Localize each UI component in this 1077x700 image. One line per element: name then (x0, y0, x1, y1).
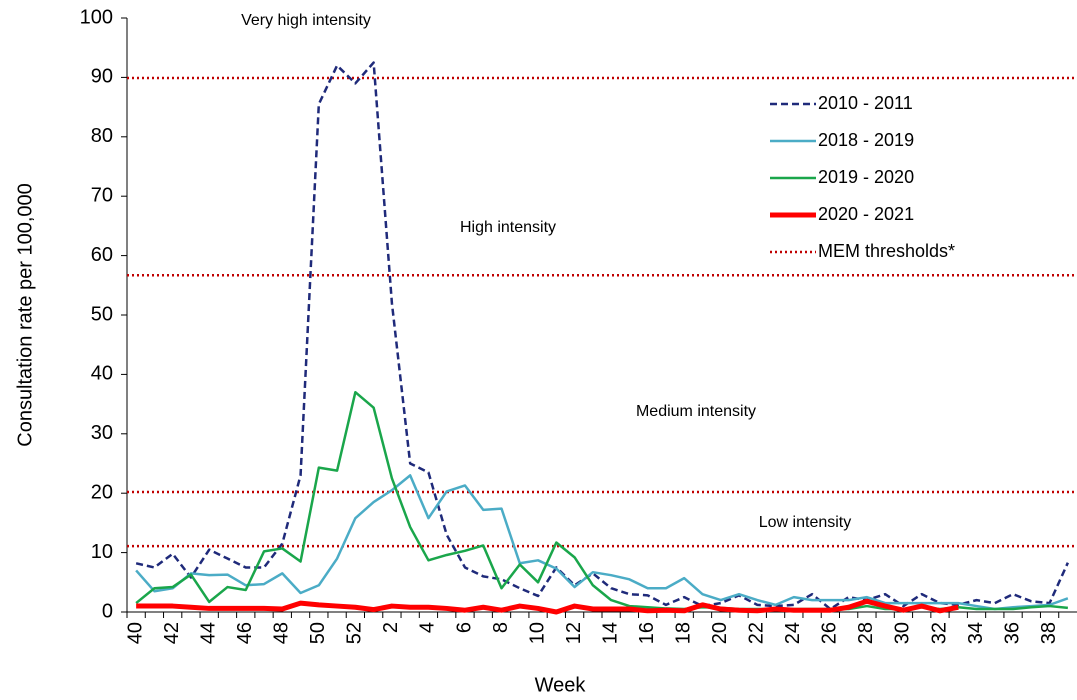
x-tick-label: 10 (526, 622, 548, 644)
y-tick-label: 20 (91, 481, 113, 503)
legend-label: MEM thresholds* (818, 241, 955, 261)
series-line (136, 598, 959, 615)
x-tick-label: 28 (855, 622, 877, 644)
x-tick-label: 26 (819, 622, 841, 644)
intensity-label: High intensity (460, 219, 556, 236)
y-tick-label: 80 (91, 125, 113, 147)
x-tick-label: 2 (380, 622, 402, 633)
intensity-label: Very high intensity (241, 12, 371, 29)
y-tick-label: 0 (102, 600, 113, 622)
legend-label: 2010 - 2011 (818, 93, 913, 113)
y-tick-label: 60 (91, 244, 113, 266)
x-tick-label: 42 (161, 622, 183, 644)
y-tick-label: 40 (91, 363, 113, 385)
x-tick-label: 20 (709, 622, 731, 644)
x-axis-title: Week (535, 674, 587, 696)
y-tick-label: 90 (91, 66, 113, 88)
legend-label: 2020 - 2021 (818, 204, 914, 224)
x-tick-label: 6 (453, 622, 475, 633)
y-tick-label: 50 (91, 303, 113, 325)
x-tick-label: 30 (892, 622, 914, 644)
y-tick-label: 100 (80, 6, 113, 28)
intensity-label: Low intensity (759, 514, 852, 531)
x-tick-label: 36 (1001, 622, 1023, 644)
y-axis-title: Consultation rate per 100,000 (14, 183, 36, 447)
x-tick-label: 44 (197, 622, 219, 644)
y-tick-label: 10 (91, 541, 113, 563)
legend-label: 2019 - 2020 (818, 167, 914, 187)
x-tick-label: 14 (599, 622, 621, 644)
x-tick-label: 48 (271, 622, 293, 644)
series-line (135, 61, 1070, 611)
x-tick-label: 16 (636, 622, 658, 644)
y-tick-label: 30 (91, 422, 113, 444)
x-tick-label: 24 (782, 622, 804, 644)
x-tick-label: 34 (965, 622, 987, 644)
x-tick-label: 52 (344, 622, 366, 644)
intensity-label: Medium intensity (636, 403, 756, 420)
x-tick-label: 4 (417, 622, 439, 633)
x-tick-label: 32 (928, 622, 950, 644)
x-tick-label: 38 (1038, 622, 1060, 644)
x-tick-label: 40 (124, 622, 146, 644)
x-tick-label: 22 (746, 622, 768, 644)
x-tick-label: 18 (672, 622, 694, 644)
x-tick-label: 8 (490, 622, 512, 633)
x-tick-label: 50 (307, 622, 329, 644)
x-tick-label: 46 (234, 622, 256, 644)
series-line (135, 474, 1069, 611)
legend-label: 2018 - 2019 (818, 130, 914, 150)
x-tick-label: 12 (563, 622, 585, 644)
y-tick-label: 70 (91, 184, 113, 206)
